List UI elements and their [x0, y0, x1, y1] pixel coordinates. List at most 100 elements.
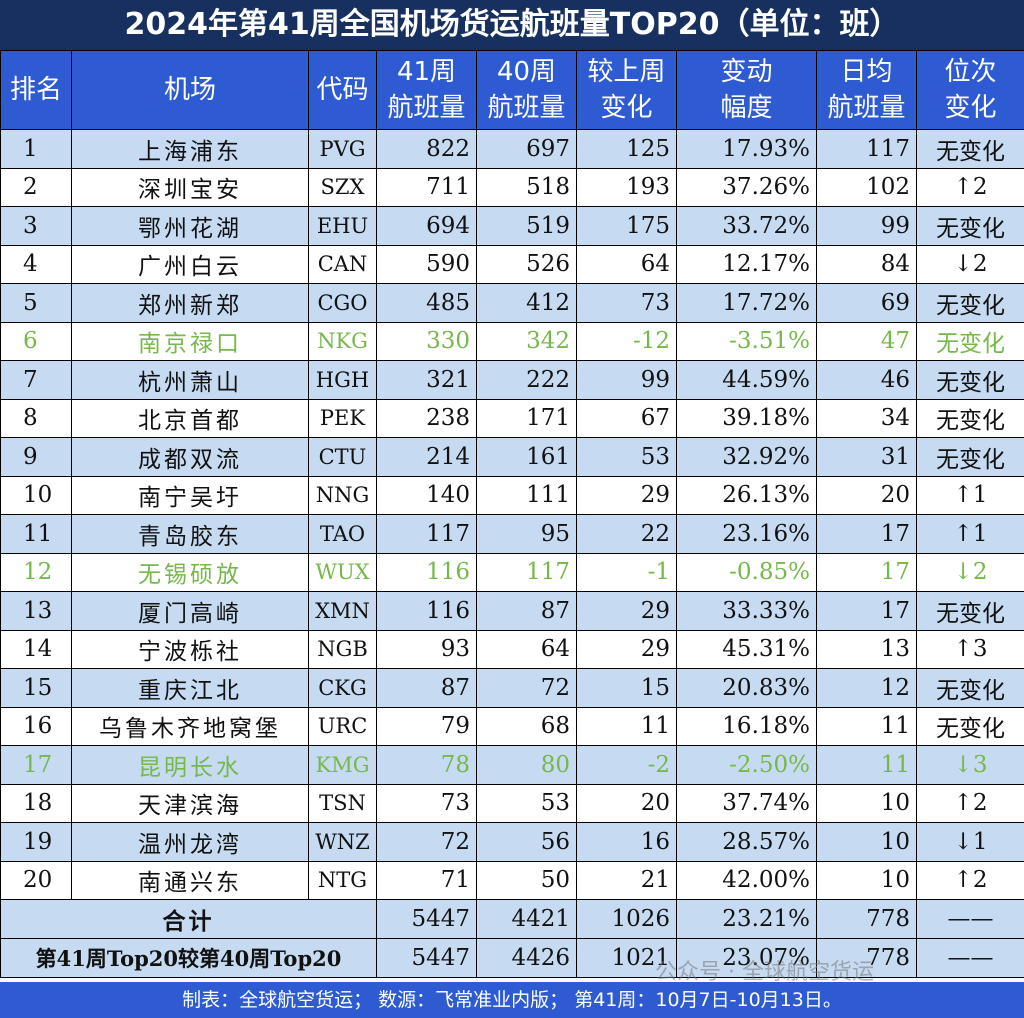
cell-week40: 95 [476, 514, 577, 554]
cell-change: 22 [576, 514, 677, 554]
cell-code: TAO [308, 514, 377, 554]
total-daily-avg: 778 [816, 899, 917, 939]
header-week40: 40周 航班量 [476, 50, 577, 130]
cell-week41: 72 [376, 822, 477, 862]
watermark: 公众号 · 全球航空货运 [655, 960, 874, 985]
cell-rank: 5 [0, 283, 72, 323]
cell-daily-avg: 47 [816, 321, 917, 361]
cell-rank-change: ↓1 [916, 822, 1024, 862]
cell-week41: 590 [376, 244, 477, 284]
cell-rank-change: ↑2 [916, 167, 1024, 207]
cell-airport: 温州龙湾 [71, 822, 309, 862]
cell-rank: 8 [0, 398, 72, 438]
cell-change: 29 [576, 475, 677, 515]
cell-change-pct: 12.17% [676, 244, 817, 284]
cell-code: CGO [308, 283, 377, 323]
cell-week40: 68 [476, 706, 577, 746]
cell-rank-change: 无变化 [916, 706, 1024, 746]
cell-week40: 526 [476, 244, 577, 284]
cell-daily-avg: 117 [816, 129, 917, 169]
cell-change: 67 [576, 398, 677, 438]
total-change-pct: 23.07% [676, 938, 817, 978]
table-row: 13 厦门高崎 XMN 116 87 29 33.33% 17 无变化 [0, 591, 1024, 631]
table-title: 2024年第41周全国机场货运航班量TOP20（单位：班） [0, 0, 1024, 50]
cell-airport: 厦门高崎 [71, 591, 309, 631]
cell-rank: 11 [0, 514, 72, 554]
cell-rank: 12 [0, 552, 72, 592]
cell-week40: 161 [476, 437, 577, 477]
cell-week41: 140 [376, 475, 477, 515]
cell-week41: 78 [376, 745, 477, 785]
cell-code: SZX [308, 167, 377, 207]
cell-week41: 822 [376, 129, 477, 169]
cell-code: CTU [308, 437, 377, 477]
table-row: 19 温州龙湾 WNZ 72 56 16 28.57% 10 ↓1 [0, 822, 1024, 862]
cell-code: TSN [308, 783, 377, 823]
cell-rank: 20 [0, 860, 72, 900]
cell-daily-avg: 12 [816, 668, 917, 708]
cell-code: EHU [308, 206, 377, 246]
cell-change: 29 [576, 591, 677, 631]
header-row: 排名 机场 代码 41周 航班量 40周 航班量 较上周 变化 变动 幅度 日均 航班量 … [0, 50, 1024, 130]
cell-change-pct: 20.83% [676, 668, 817, 708]
cell-daily-avg: 13 [816, 629, 917, 669]
total-rank-change: —— [916, 938, 1024, 978]
cell-daily-avg: 34 [816, 398, 917, 438]
cell-rank: 13 [0, 591, 72, 631]
cell-rank: 18 [0, 783, 72, 823]
cell-airport: 广州白云 [71, 244, 309, 284]
total-change: 1026 [576, 899, 677, 939]
cell-rank-change: 无变化 [916, 437, 1024, 477]
cell-airport: 杭州萧山 [71, 360, 309, 400]
cell-change: 20 [576, 783, 677, 823]
totals-label: 合计 [0, 899, 377, 939]
cell-rank: 3 [0, 206, 72, 246]
cell-airport: 深圳宝安 [71, 167, 309, 207]
cell-rank-change: ↑3 [916, 629, 1024, 669]
cell-rank-change: ↓2 [916, 244, 1024, 284]
cell-change: 21 [576, 860, 677, 900]
cell-change-pct: 33.33% [676, 591, 817, 631]
cell-rank-change: 无变化 [916, 668, 1024, 708]
cell-code: KMG [308, 745, 377, 785]
cell-airport: 昆明长水 [71, 745, 309, 785]
cell-rank: 19 [0, 822, 72, 862]
cell-daily-avg: 99 [816, 206, 917, 246]
cell-daily-avg: 17 [816, 591, 917, 631]
table-row: 1 上海浦东 PVG 822 697 125 17.93% 117 无变化 [0, 129, 1024, 169]
cell-week40: 50 [476, 860, 577, 900]
cell-week40: 697 [476, 129, 577, 169]
total-week40: 4426 [476, 938, 577, 978]
table-row: 12 无锡硕放 WUX 116 117 -1 -0.85% 17 ↓2 [0, 552, 1024, 592]
cell-change: -12 [576, 321, 677, 361]
table-row: 3 鄂州花湖 EHU 694 519 175 33.72% 99 无变化 [0, 206, 1024, 246]
cell-change-pct: 45.31% [676, 629, 817, 669]
cell-week41: 238 [376, 398, 477, 438]
cell-code: CAN [308, 244, 377, 284]
cell-week41: 694 [376, 206, 477, 246]
header-airport: 机场 [71, 50, 309, 130]
cell-airport: 青岛胶东 [71, 514, 309, 554]
totals-label: 第41周Top20较第40周Top20 [0, 938, 377, 978]
table-footer-note: 制表：全球航空货运； 数源：飞常准业内版； 第41周：10月7日-10月13日。 [0, 982, 1024, 1018]
cell-airport: 乌鲁木齐地窝堡 [71, 706, 309, 746]
totals-row: 合计 5447 4421 1026 23.21% 778 —— [0, 899, 1024, 939]
cell-daily-avg: 10 [816, 822, 917, 862]
cell-change: 73 [576, 283, 677, 323]
cell-daily-avg: 31 [816, 437, 917, 477]
cell-daily-avg: 11 [816, 706, 917, 746]
cell-airport: 郑州新郑 [71, 283, 309, 323]
cell-week41: 71 [376, 860, 477, 900]
table-row: 5 郑州新郑 CGO 485 412 73 17.72% 69 无变化 [0, 283, 1024, 323]
table-row: 9 成都双流 CTU 214 161 53 32.92% 31 无变化 [0, 437, 1024, 477]
cell-change-pct: -0.85% [676, 552, 817, 592]
cell-week41: 330 [376, 321, 477, 361]
cell-rank: 17 [0, 745, 72, 785]
cell-week40: 56 [476, 822, 577, 862]
cell-week40: 518 [476, 167, 577, 207]
header-change-pct: 变动 幅度 [676, 50, 817, 130]
cell-week40: 80 [476, 745, 577, 785]
cell-code: URC [308, 706, 377, 746]
cell-rank-change: ↑2 [916, 860, 1024, 900]
cell-rank: 15 [0, 668, 72, 708]
